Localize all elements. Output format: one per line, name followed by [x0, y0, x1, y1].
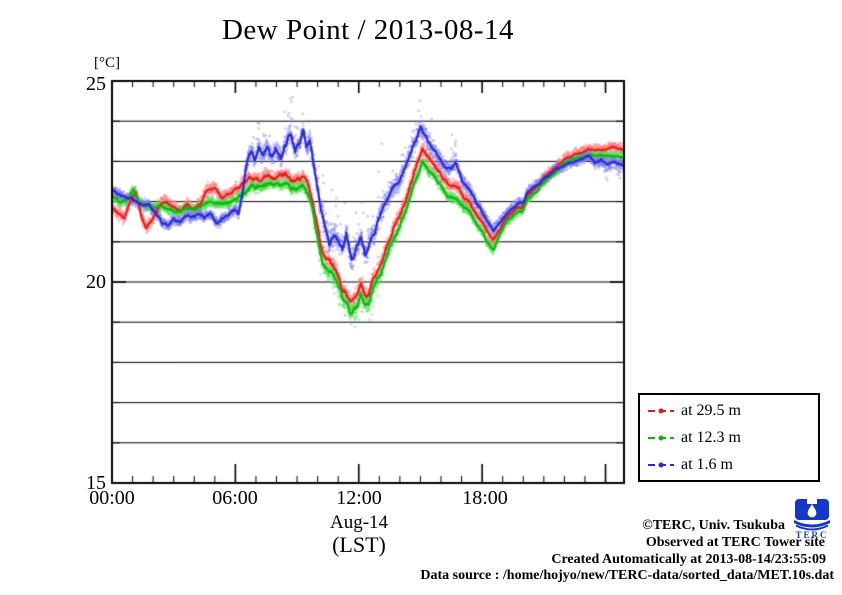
- x-tick-label-0600: 06:00: [212, 487, 258, 509]
- legend-box: at 29.5 m at 12.3 m at 1.6 m: [638, 393, 820, 482]
- legend-marker-green-icon: [648, 435, 674, 440]
- x-axis-timezone-label: (LST): [332, 532, 386, 557]
- legend-row-29-5m: at 29.5 m: [648, 401, 814, 419]
- legend-row-12-3m: at 12.3 m: [648, 428, 814, 446]
- legend-label-12-3m: at 12.3 m: [681, 428, 741, 446]
- chart-title: Dew Point / 2013-08-14: [221, 14, 515, 46]
- footer-copyright: ©TERC, Univ. Tsukuba: [642, 518, 785, 533]
- y-tick-label-25: 25: [86, 73, 106, 95]
- footer-created: Created Automatically at 2013-08-14/23:5…: [551, 552, 826, 567]
- x-tick-label-1200: 12:00: [336, 487, 382, 509]
- svg-text:TERC: TERC: [795, 530, 828, 540]
- legend-row-1-6m: at 1.6 m: [648, 455, 814, 473]
- legend-label-1-6m: at 1.6 m: [681, 455, 733, 473]
- y-tick-label-20: 20: [86, 271, 106, 293]
- x-tick-label-1800: 18:00: [462, 487, 508, 509]
- footer-datasource: Data source : /home/hojyo/new/TERC-data/…: [420, 568, 834, 583]
- y-axis-unit-label: [°C]: [94, 55, 120, 71]
- terc-logo-icon: TERC: [794, 498, 830, 540]
- logo-droplet-icon: [807, 504, 817, 518]
- legend-marker-red-icon: [648, 408, 674, 413]
- y-tick-label-15: 15: [86, 472, 106, 494]
- x-axis-date-label: Aug-14: [329, 512, 389, 533]
- x-tick-label-0000: 00:00: [89, 487, 135, 509]
- legend-marker-blue-icon: [648, 462, 674, 467]
- footer-observed: Observed at TERC Tower site: [645, 535, 825, 550]
- legend-label-29-5m: at 29.5 m: [681, 401, 741, 419]
